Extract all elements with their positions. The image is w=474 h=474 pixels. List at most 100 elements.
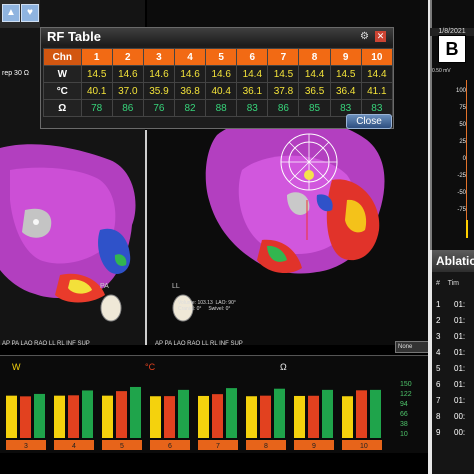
axis-tick-label: 150 <box>400 381 412 388</box>
ablation-index: 1 <box>436 300 441 309</box>
list-item[interactable]: 8 00: <box>436 412 472 421</box>
view-lao[interactable]: LAO <box>173 341 186 347</box>
list-item[interactable]: 7 01: <box>436 396 472 405</box>
rf-channel: 9 <box>329 48 362 66</box>
ablation-index: 5 <box>436 364 441 373</box>
view-sup[interactable]: SUP <box>77 341 90 347</box>
ablation-time: 01: <box>454 348 466 357</box>
heart-icon[interactable]: ♥ <box>21 4 39 22</box>
list-item[interactable]: 4 01: <box>436 348 472 357</box>
rf-cell: 41.1 <box>360 82 394 100</box>
close-icon[interactable]: ✕ <box>375 31 386 42</box>
channel-label: 10 <box>360 443 368 450</box>
ablation-time: 01: <box>454 316 466 325</box>
figure-label: B <box>438 35 466 63</box>
view-divider[interactable] <box>145 130 147 345</box>
view-inf[interactable]: INF <box>66 341 76 347</box>
bar-impedance <box>370 389 381 438</box>
channel-strip <box>150 440 190 450</box>
rf-row-label: W <box>43 65 82 83</box>
rf-cell: 14.6 <box>111 65 144 83</box>
ablation-index: 7 <box>436 396 441 405</box>
list-item[interactable]: 5 01: <box>436 364 472 373</box>
view-select[interactable]: None <box>395 341 431 353</box>
view-sup[interactable]: SUP <box>230 341 243 347</box>
axis-tick-label: 94 <box>400 401 408 408</box>
rf-cell: 88 <box>205 99 238 117</box>
rf-cell: 40.4 <box>205 82 238 100</box>
toolbar: ▲ ♥ <box>0 0 40 28</box>
view-ll[interactable]: LL <box>201 341 209 347</box>
ablation-index: 9 <box>436 428 441 437</box>
rf-cell: 37.8 <box>267 82 300 100</box>
bar-impedance <box>322 389 333 438</box>
rf-channel: 3 <box>142 48 175 66</box>
channel-strip <box>6 440 46 450</box>
ablation-index: 8 <box>436 412 441 421</box>
ablation-col-time: Tim <box>447 280 459 287</box>
ablation-time: 00: <box>454 412 466 421</box>
view-inf[interactable]: INF <box>219 341 229 347</box>
rf-cell: 37.0 <box>111 82 144 100</box>
rf-cell: 83 <box>236 99 269 117</box>
view-rl[interactable]: RL <box>209 341 218 347</box>
rf-cell: 14.4 <box>298 65 331 83</box>
scale-label: 0.50 mV <box>432 68 451 74</box>
rf-cell: 14.5 <box>267 65 300 83</box>
rf-cell: 14.4 <box>360 65 394 83</box>
bar-temperature <box>212 394 223 438</box>
bar-impedance <box>82 390 93 438</box>
view-ap[interactable]: AP <box>155 341 163 347</box>
axis-tick-label: 122 <box>400 391 412 398</box>
rf-channel: 5 <box>205 48 238 66</box>
y-tick: -75 <box>457 207 466 213</box>
ablation-time: 01: <box>454 364 466 373</box>
right-anatomy-map <box>205 116 385 274</box>
close-button[interactable]: Close <box>346 114 392 129</box>
view-ap[interactable]: AP <box>2 341 10 347</box>
list-item[interactable]: 1 01: <box>436 300 472 309</box>
gear-icon[interactable]: ⚙ <box>360 31 369 42</box>
y-tick: 75 <box>459 105 466 111</box>
rf-row-label: Ω <box>43 99 82 117</box>
channel-label: 6 <box>168 443 172 450</box>
list-item[interactable]: 6 01: <box>436 380 472 389</box>
ablation-index: 3 <box>436 332 441 341</box>
channel-strip <box>246 440 286 450</box>
rf-table-titlebar[interactable]: RF Table ⚙ ✕ <box>41 28 393 46</box>
rf-cell: 36.5 <box>298 82 331 100</box>
legend-impedance: Ω <box>280 362 287 372</box>
bar-temperature <box>20 396 31 438</box>
bar-power <box>102 395 113 438</box>
view-rao[interactable]: RAO <box>34 341 48 347</box>
view-ll[interactable]: LL <box>48 341 56 347</box>
view-pa[interactable]: PA <box>11 341 19 347</box>
axis-tick-label: 66 <box>400 411 408 418</box>
view-lao[interactable]: LAO <box>20 341 33 347</box>
ablation-list <box>432 272 474 474</box>
bar-temperature <box>308 395 319 438</box>
list-item[interactable]: 2 01: <box>436 316 472 325</box>
view-rl[interactable]: RL <box>56 341 65 347</box>
list-item[interactable]: 3 01: <box>436 332 472 341</box>
list-item[interactable]: 9 00: <box>436 428 472 437</box>
y-tick: -25 <box>457 173 466 179</box>
orientation-torso-icon <box>100 294 122 322</box>
ablation-index: 4 <box>436 348 441 357</box>
channel-label: 3 <box>24 443 28 450</box>
rf-bar-chart-svg: W °C Ω 3 4 5 6 7 8 9 10 150 122 94 66 38 10 <box>6 362 412 450</box>
y-tick: 50 <box>459 122 466 128</box>
rf-cell: 14.5 <box>329 65 362 83</box>
right-axis: 150 122 94 66 38 10 <box>400 381 412 438</box>
rf-table-title: RF Table <box>47 29 101 44</box>
view-rao[interactable]: RAO <box>187 341 201 347</box>
rf-cell: 76 <box>142 99 175 117</box>
bar-temperature <box>260 395 271 438</box>
rf-channel: 8 <box>298 48 331 66</box>
channel-strip <box>54 440 94 450</box>
view-pa[interactable]: PA <box>164 341 172 347</box>
bar-impedance <box>178 389 189 438</box>
bar-power <box>198 395 209 438</box>
back-icon[interactable]: ▲ <box>2 4 20 22</box>
rf-cell: 40.1 <box>80 82 113 100</box>
